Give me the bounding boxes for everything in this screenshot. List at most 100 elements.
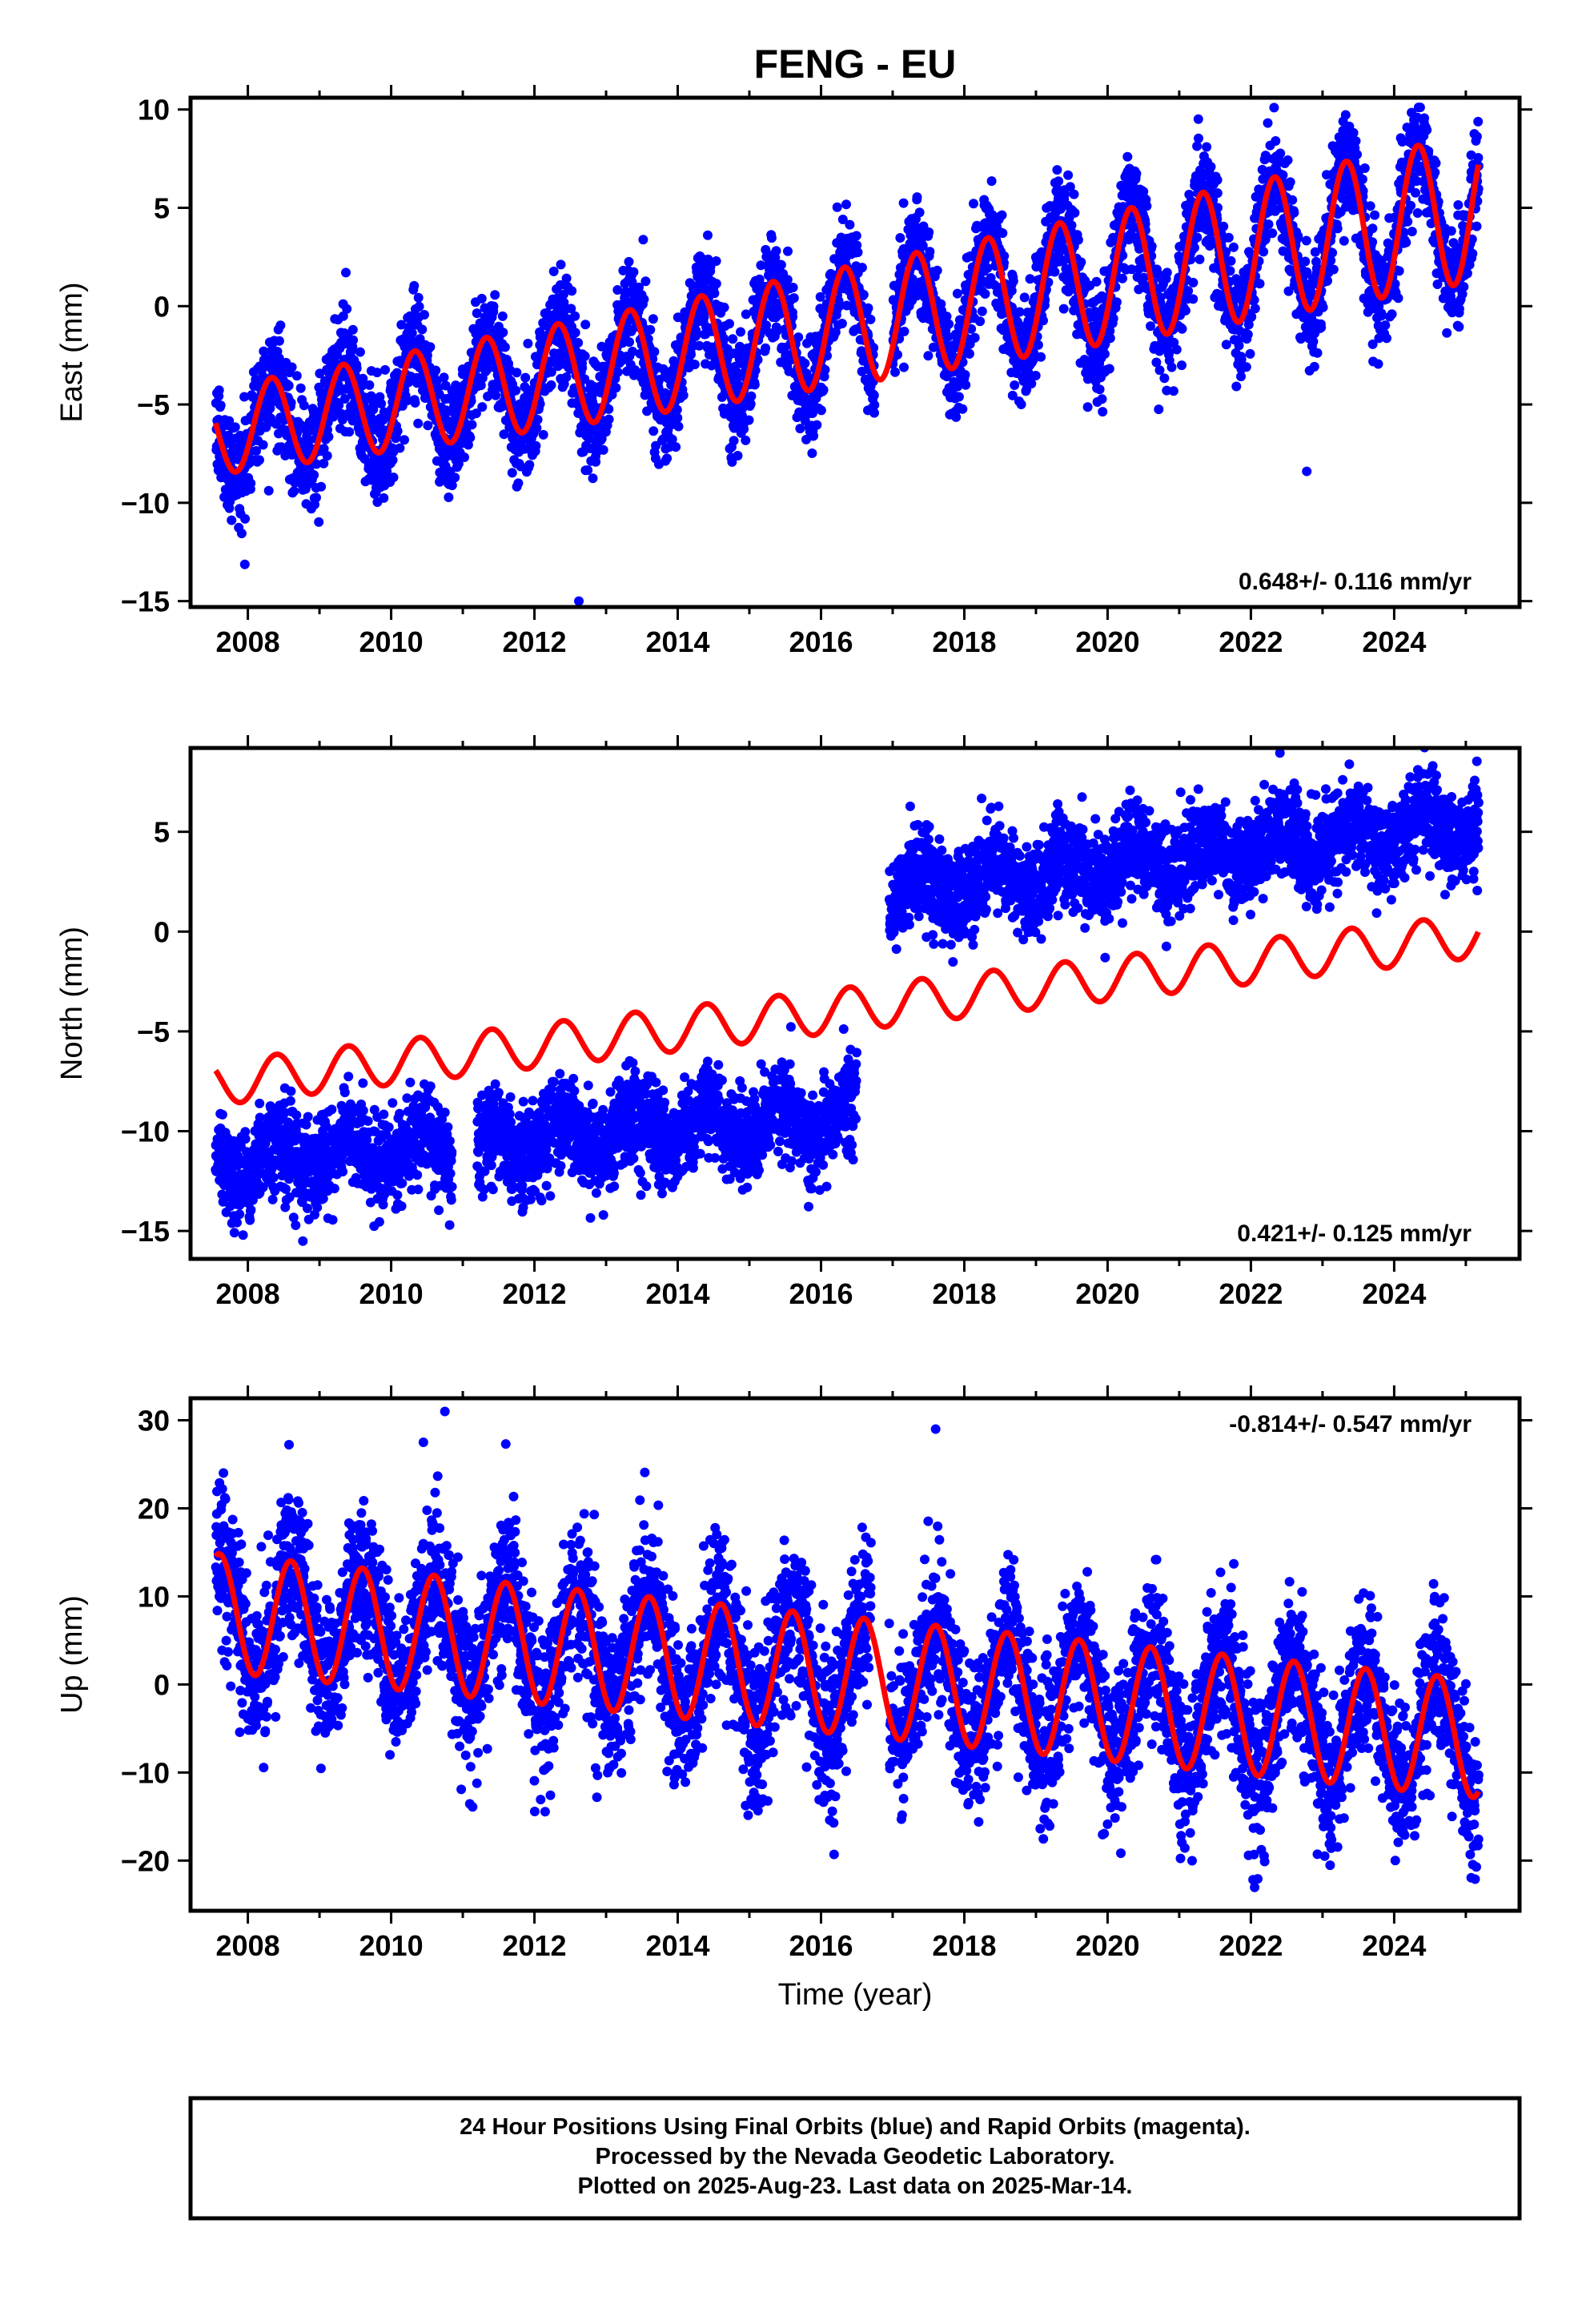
data-point: [604, 414, 614, 424]
data-point: [807, 448, 817, 458]
data-point: [236, 529, 247, 539]
data-point: [1348, 127, 1359, 138]
data-point: [1250, 304, 1260, 314]
data-point: [739, 424, 749, 434]
data-point: [342, 304, 352, 314]
data-point: [953, 381, 963, 392]
data-point: [1373, 359, 1383, 369]
data-point: [483, 364, 493, 374]
data-point: [477, 402, 488, 412]
data-point: [1192, 232, 1203, 243]
data-point: [1370, 210, 1380, 220]
data-point: [1285, 177, 1295, 187]
data-point: [322, 451, 332, 461]
data-point: [709, 288, 720, 299]
data-point: [583, 465, 593, 476]
data-point: [358, 373, 368, 384]
data-point: [1159, 373, 1170, 384]
data-point: [771, 246, 781, 256]
data-point: [1357, 174, 1367, 184]
data-point: [567, 286, 577, 296]
data-point: [611, 383, 621, 393]
data-point: [289, 486, 299, 497]
data-point: [287, 362, 297, 372]
data-point: [1332, 223, 1343, 234]
data-point: [998, 228, 1008, 239]
data-point: [239, 392, 250, 402]
data-point: [351, 364, 362, 373]
data-point: [315, 368, 325, 379]
data-point: [1245, 348, 1255, 359]
data-point: [259, 346, 269, 356]
data-point: [1275, 148, 1286, 159]
data-point: [1202, 142, 1212, 152]
chart-title: FENG - EU: [754, 42, 957, 86]
data-point: [912, 192, 922, 203]
data-point: [283, 380, 294, 391]
data-point: [577, 363, 588, 373]
data-point: [491, 390, 501, 400]
data-point: [793, 332, 804, 343]
data-point: [276, 442, 287, 452]
data-point: [523, 339, 533, 348]
data-point: [1241, 362, 1251, 372]
data-point: [1052, 165, 1062, 175]
data-point: [239, 559, 250, 569]
data-point: [865, 314, 876, 324]
data-point: [1111, 297, 1122, 308]
data-point: [364, 380, 375, 390]
data-point: [413, 292, 424, 303]
data-point: [1066, 220, 1077, 231]
data-point: [1177, 324, 1187, 334]
data-point: [1376, 310, 1387, 320]
data-point: [388, 472, 399, 483]
data-point: [1352, 149, 1362, 159]
data-point: [580, 320, 591, 330]
data-point: [977, 306, 987, 316]
data-point: [520, 372, 531, 383]
data-point: [214, 385, 224, 396]
data-point: [1309, 361, 1319, 372]
data-point: [341, 267, 351, 278]
data-point: [1271, 136, 1281, 146]
data-point: [396, 320, 407, 330]
data-point: [500, 342, 510, 352]
data-point: [339, 394, 350, 404]
data-point: [355, 347, 365, 357]
data-point: [1131, 168, 1142, 179]
data-point: [1099, 349, 1110, 359]
data-point: [649, 347, 660, 357]
data-point: [1177, 360, 1186, 371]
data-point: [638, 235, 648, 245]
data-point: [628, 267, 639, 277]
data-point: [1098, 407, 1108, 417]
data-point: [960, 370, 970, 380]
data-point: [898, 198, 909, 208]
data-point: [316, 481, 327, 492]
data-point: [1228, 242, 1239, 252]
data-point: [392, 426, 403, 436]
data-point: [624, 337, 634, 348]
data-point: [227, 515, 237, 525]
data-point: [1293, 231, 1303, 241]
data-point: [719, 302, 729, 312]
data-point: [970, 332, 980, 343]
data-point: [274, 336, 284, 346]
data-point: [899, 362, 909, 372]
data-point: [951, 412, 962, 422]
data-point: [672, 404, 682, 415]
data-point: [816, 405, 826, 416]
data-point: [372, 368, 382, 378]
data-point: [1382, 333, 1391, 344]
data-point: [711, 279, 721, 289]
data-point: [465, 432, 476, 443]
data-point: [1183, 286, 1194, 296]
data-point: [1188, 277, 1199, 287]
data-point: [337, 415, 347, 424]
data-point: [548, 266, 559, 276]
data-point: [524, 460, 535, 470]
data-point: [344, 427, 355, 437]
data-point: [431, 365, 441, 376]
data-point: [1247, 312, 1257, 322]
data-point: [1300, 256, 1311, 267]
